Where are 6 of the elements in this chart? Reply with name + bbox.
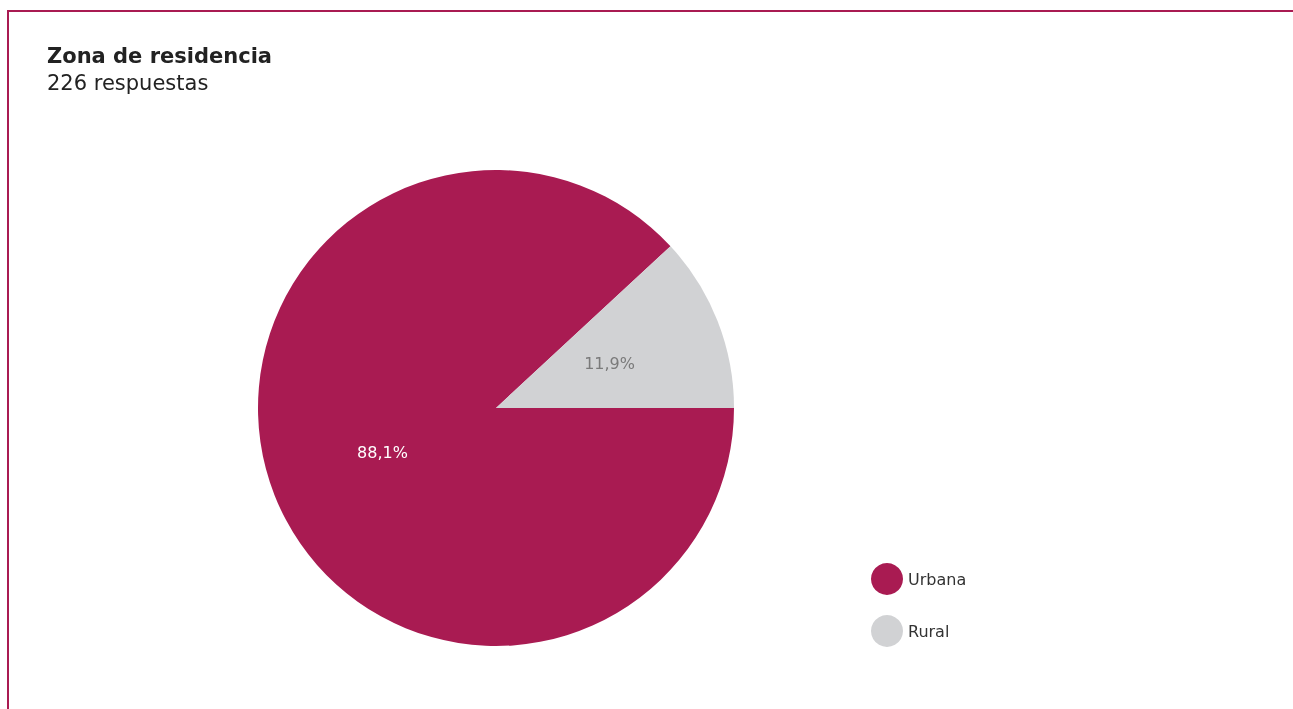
legend-label: Urbana <box>908 569 967 589</box>
data-label: 88,1% <box>357 443 408 463</box>
legend-label: Rural <box>908 621 950 641</box>
data-label: 11,9% <box>584 353 635 373</box>
chart-subtitle: 226 respuestas <box>47 70 209 95</box>
chart-title: Zona de residencia <box>47 43 273 68</box>
